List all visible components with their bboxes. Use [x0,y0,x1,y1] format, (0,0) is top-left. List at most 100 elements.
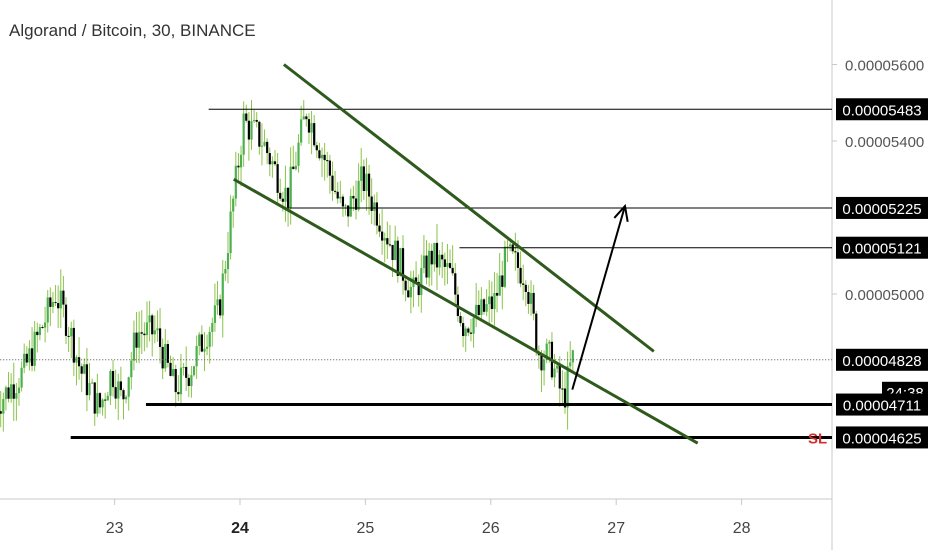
candle-body [127,377,130,397]
time-tick-label: 25 [357,520,375,537]
candle-body [407,290,410,298]
candle-body [386,238,389,245]
candle-body [558,365,561,389]
candle-body [190,375,193,386]
candle-body [0,411,2,414]
candle-body [454,273,457,295]
candle-body [305,116,308,120]
candle-body [64,304,68,336]
candle-body [83,364,86,374]
candle-body [524,284,527,292]
candle-body [41,326,44,328]
candle-body [326,160,329,162]
candle-body [117,381,120,399]
candle-body [396,240,399,276]
candle-body [200,334,203,352]
candle-body [459,315,462,324]
candle-body [331,175,334,191]
candle-body [276,164,279,193]
candle-body [38,326,41,336]
candle-body [516,252,520,268]
candle-body [77,357,81,367]
price-level-label: 0.00004711 [843,398,921,415]
channel-line-upper [282,63,655,353]
candle-body [177,392,180,395]
candle-body [490,296,493,310]
candle-body [409,287,412,298]
candle-body [370,196,373,211]
candle-body [268,153,271,165]
candle-body [54,302,57,304]
price-tick-label: 0.00005000 [845,287,924,304]
candle-body [153,330,156,335]
candle-body [357,180,360,210]
candle-body [430,250,433,265]
candle-body [495,292,499,296]
candle-body [391,244,394,260]
candle-body [433,242,436,265]
candle-body [273,161,277,165]
candle-body [143,333,146,336]
candle-body [464,328,467,337]
candle-body [388,244,392,246]
candle-body [148,315,151,323]
candle-body [328,160,331,176]
candle-body [166,344,169,363]
price-level-box [836,393,928,416]
candle-body [401,248,405,281]
candle-body [185,366,188,378]
candle-body [561,388,564,390]
candle-body [49,297,52,307]
candle-body [509,244,512,247]
candle-body [381,231,384,241]
candle-body [354,198,358,210]
channel-line-lower [232,177,699,445]
candle-body [482,299,486,312]
price-tick-label: 0.00005600 [845,58,924,75]
candle-body [203,348,206,352]
candle-body [255,119,258,122]
candle-body [242,113,245,155]
candle-body [281,198,284,202]
candle-body [75,357,78,363]
candle-body [106,395,109,401]
candle-body [172,369,175,376]
candle-body [438,254,441,268]
time-tick-label: 26 [482,520,500,537]
candle-body [378,225,381,232]
candle-body [23,353,26,368]
candle-body [323,154,326,161]
candle-body [20,367,23,388]
candle-body [62,290,65,305]
candle-body [548,341,551,344]
candle-body [80,366,83,374]
candle-body [198,334,201,347]
candle-body [498,275,501,296]
price-level-labels: 0.00005483 0.00005225 0.00005121 0.00004828… [808,98,928,449]
candle-body [540,355,543,371]
candle-body [514,251,517,253]
candle-body [347,205,350,217]
price-level-box [836,98,928,121]
candle-body [229,211,232,254]
candle-body [527,291,530,304]
price-level-box [836,348,928,371]
candle-body [266,141,269,154]
candle-body [373,202,376,211]
candle-body [506,246,509,248]
candle-body [563,388,567,408]
candle-body [33,331,36,366]
candle-body [289,166,292,208]
candle-body [375,202,378,226]
candle-body [475,304,478,318]
candle-body [36,331,39,336]
candle-body [315,145,318,151]
arrow-shaft [571,205,626,390]
candle-body [417,281,420,296]
candle-body [85,364,89,396]
candle-body [182,366,185,368]
candle-body [446,263,449,267]
candle-body [250,121,253,140]
